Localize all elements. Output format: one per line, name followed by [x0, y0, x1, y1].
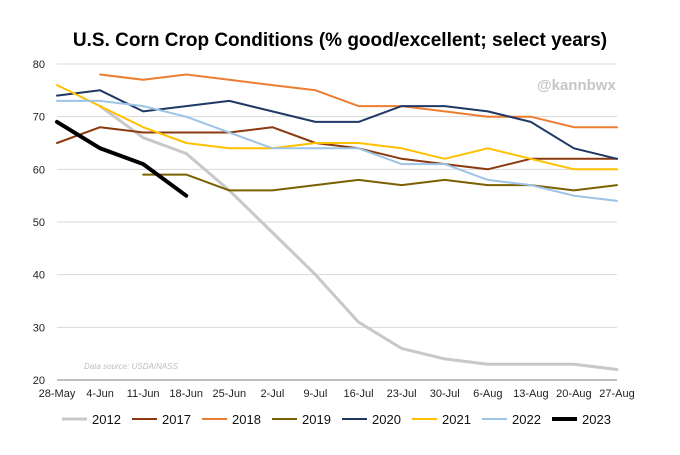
series-2012 [98, 104, 619, 371]
series-2018 [99, 73, 618, 129]
series-2023 [55, 119, 189, 198]
line-2018 [99, 73, 618, 129]
legend-label: 2021 [442, 412, 471, 427]
y-tick-label: 30 [33, 322, 45, 334]
legend-item-2017: 2017 [132, 412, 191, 427]
series-2021 [56, 84, 618, 171]
y-tick-label: 40 [33, 270, 45, 282]
x-tick-label: 4-Jun [86, 388, 114, 400]
y-tick-label: 70 [33, 112, 45, 124]
series-2020 [56, 89, 618, 160]
legend-label: 2012 [92, 412, 121, 427]
y-tick-label: 80 [33, 59, 45, 71]
line-2017 [56, 126, 618, 171]
legend-item-2018: 2018 [202, 412, 261, 427]
x-tick-label: 28-May [39, 388, 76, 400]
x-tick-label: 30-Jul [430, 388, 460, 400]
y-tick-label: 50 [33, 217, 45, 229]
watermark-text: @kannbwx [537, 77, 616, 94]
legend-item-2023: 2023 [552, 412, 611, 427]
x-tick-label: 2-Jul [260, 388, 284, 400]
legend-label: 2023 [582, 412, 611, 427]
grid-lines [57, 63, 617, 328]
line-2023 [55, 119, 189, 198]
chart-title: U.S. Corn Crop Conditions (% good/excell… [72, 30, 608, 51]
legend-item-2021: 2021 [412, 412, 471, 427]
legend-item-2019: 2019 [272, 412, 331, 427]
x-tick-label: 25-Jun [212, 388, 246, 400]
x-tick-label: 16-Jul [344, 388, 374, 400]
line-2020 [56, 89, 618, 160]
x-tick-label: 9-Jul [304, 388, 328, 400]
series-2017 [56, 126, 618, 171]
legend-label: 2022 [512, 412, 541, 427]
series-lines [55, 73, 619, 371]
legend-item-2012: 2012 [62, 412, 121, 427]
x-tick-label: 27-Aug [599, 388, 634, 400]
legend-label: 2020 [372, 412, 401, 427]
legend-label: 2017 [162, 412, 191, 427]
legend-label: 2019 [302, 412, 331, 427]
axes: 20 30 40 50 60 70 80 28-May 4-Jun 11-Jun 18-Jun 25-… [33, 59, 635, 400]
x-tick-label: 11-Jun [127, 388, 160, 400]
legend-label: 2018 [232, 412, 261, 427]
series-2022 [56, 99, 618, 202]
line-2021 [56, 84, 618, 171]
x-tick-label: 20-Aug [556, 388, 591, 400]
x-tick-label: 6-Aug [473, 388, 502, 400]
legend-item-2022: 2022 [482, 412, 541, 427]
legend: 2012 2017 2018 2019 2020 2021 2022 2023 [62, 412, 611, 427]
y-tick-label: 60 [33, 164, 45, 176]
legend-item-2020: 2020 [342, 412, 401, 427]
line-2012 [98, 104, 619, 371]
data-source-note: Data source: USDA/NASS [84, 362, 178, 371]
line-2022 [56, 99, 618, 202]
y-tick-label: 20 [33, 375, 45, 387]
x-tick-label: 23-Jul [387, 388, 417, 400]
x-tick-label: 18-Jun [169, 388, 203, 400]
x-tick-label: 13-Aug [513, 388, 548, 400]
